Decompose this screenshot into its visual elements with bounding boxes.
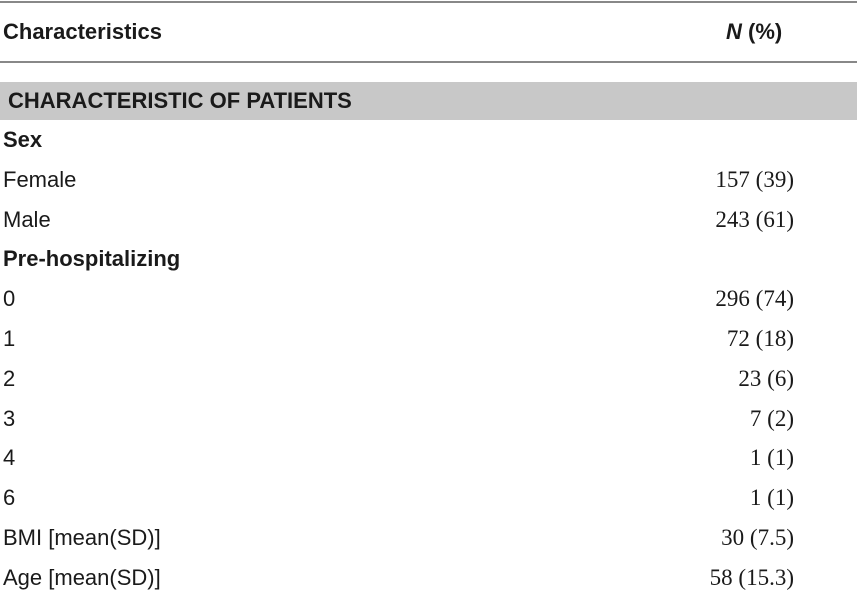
row-label: 3 <box>3 405 16 431</box>
row-value: 243 (61) <box>715 206 794 232</box>
section-title: CHARACTERISTIC OF PATIENTS <box>8 88 352 113</box>
row-value: 1 (1) <box>749 485 794 511</box>
header-value: N (%) <box>726 19 782 45</box>
top-rule <box>0 1 857 3</box>
row-label: 4 <box>3 445 16 471</box>
row-label: 0 <box>3 286 16 312</box>
row-group-label: Sex <box>3 127 43 152</box>
row-label: Male <box>3 206 51 232</box>
row-label: Age [mean(SD)] <box>3 564 161 590</box>
row-value: 7 (2) <box>749 405 794 431</box>
row-label: 2 <box>3 365 16 391</box>
row-label: Female <box>3 166 77 192</box>
row-group-label: Pre-hospitalizing <box>3 246 181 272</box>
row-label: BMI [mean(SD)] <box>3 525 161 550</box>
row-value: 157 (39) <box>715 166 794 192</box>
header-rule <box>0 61 857 63</box>
row-value: 72 (18) <box>726 326 794 351</box>
row-label: 6 <box>3 485 16 511</box>
row-label: 1 <box>3 326 16 351</box>
header-label: Characteristics <box>3 19 162 44</box>
header-unit: (%) <box>748 19 783 44</box>
row-value: 30 (7.5) <box>721 525 794 550</box>
row-value: 58 (15.3) <box>709 564 794 590</box>
header-n: N <box>726 19 742 44</box>
row-value: 296 (74) <box>715 286 794 312</box>
section-band <box>0 82 857 120</box>
row-value: 23 (6) <box>738 365 794 391</box>
row-value: 1 (1) <box>749 445 794 471</box>
